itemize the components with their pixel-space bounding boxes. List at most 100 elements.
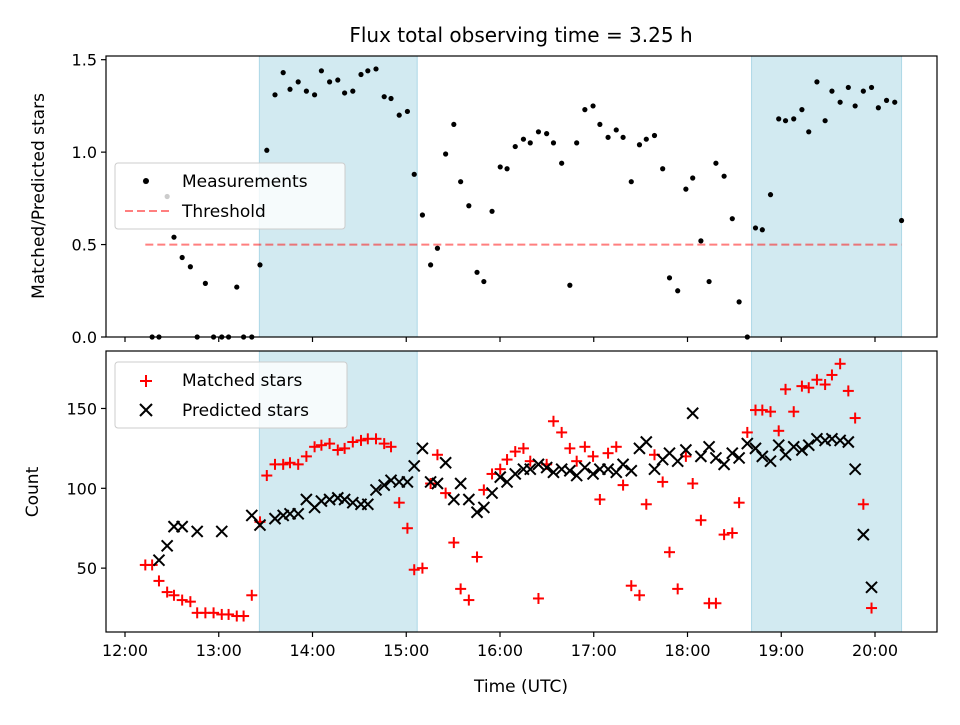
measurement-point (234, 284, 240, 290)
measurement-point (698, 238, 704, 244)
matched-star-point (184, 596, 196, 608)
predicted-star-point (470, 506, 484, 519)
measurement-point (898, 217, 905, 224)
legend-matched-label: Matched stars (182, 371, 302, 391)
measurement-point (520, 136, 527, 142)
matched-star-point (161, 586, 173, 598)
matched-star-point (517, 442, 529, 454)
measurement-point (419, 212, 426, 218)
predicted-star-point (726, 446, 739, 460)
x-tick-label: 20:00 (852, 641, 898, 660)
predicted-star-point (547, 466, 560, 479)
predicted-star-point (756, 450, 769, 463)
measurement-point (837, 99, 843, 105)
matched-star-point (640, 498, 652, 510)
matched-star-point (315, 439, 327, 451)
predicted-star-point (741, 437, 754, 450)
matched-star-point (339, 442, 351, 454)
measurement-point (814, 79, 820, 85)
measurement-point (474, 269, 480, 275)
predicted-star-point (361, 498, 375, 511)
matched-star-point (146, 559, 158, 571)
measurement-point (574, 140, 580, 146)
measurement-point (335, 77, 341, 83)
predicted-star-point (532, 458, 545, 471)
x-tick-label: 13:00 (196, 641, 242, 660)
predicted-star-point (842, 435, 855, 449)
measurement-point (799, 107, 805, 113)
matched-star-point (857, 498, 869, 510)
matched-star-point (826, 369, 838, 381)
matched-star-point (811, 374, 823, 386)
matched-star-point (332, 444, 344, 456)
bottom-axes-frame (105, 350, 938, 633)
y-tick-label: 50 (77, 559, 97, 578)
measurement-point (892, 99, 898, 105)
matched-star-point (780, 383, 792, 395)
legend-measurements-label: Measurements (182, 172, 308, 192)
matched-star-point (176, 594, 188, 606)
matched-star-point (153, 575, 165, 587)
predicted-star-point (601, 462, 615, 476)
measurement-point (582, 107, 588, 113)
matched-star-point (431, 449, 443, 461)
matched-star-point (223, 608, 235, 620)
predicted-star-point (509, 467, 522, 481)
predicted-star-point (454, 477, 467, 490)
predicted-star-point (175, 520, 189, 533)
measurement-point (303, 88, 309, 94)
predicted-star-point (377, 478, 391, 492)
matched-star-point (849, 412, 861, 424)
measurement-point (535, 129, 542, 135)
measurement-point (202, 280, 208, 286)
measurement-point (458, 179, 464, 185)
matched-star-point (208, 607, 220, 619)
matched-star-point (385, 441, 397, 453)
measurement-point (489, 208, 495, 214)
predicted-star-point (865, 581, 878, 594)
measurement-point (713, 160, 719, 166)
measurement-point (590, 103, 596, 109)
x-tick-label: 12:00 (102, 641, 148, 660)
matched-star-point (571, 455, 583, 467)
measurement-point (660, 166, 666, 172)
top-y-ticks: 0.0 0.5 1.0 1.5 (72, 51, 106, 347)
top-y-axis-label: Matched/Predicted stars (29, 93, 49, 299)
matched-star-point (842, 385, 854, 397)
predicted-star-point (291, 507, 305, 521)
matched-star-point (463, 594, 475, 606)
measurement-point (651, 132, 658, 139)
matched-star-point (695, 514, 707, 526)
measurement-point (358, 71, 364, 78)
matched-star-point (633, 589, 645, 601)
predicted-star-point (709, 451, 723, 465)
matched-star-point (741, 426, 753, 438)
y-tick-label: 0.0 (72, 328, 97, 347)
chart-title: Flux total observing time = 3.25 h (349, 23, 692, 47)
predicted-star-point (586, 467, 600, 481)
matched-star-point (773, 425, 785, 437)
legend-predicted-label: Predicted stars (182, 401, 309, 421)
measurement-point (729, 216, 735, 222)
x-tick-label: 15:00 (383, 641, 429, 660)
measurement-point (597, 121, 603, 128)
y-tick-label: 1.5 (72, 51, 97, 70)
measurement-point (404, 108, 411, 115)
matched-star-point (564, 442, 576, 454)
measurement-point (683, 186, 689, 192)
matched-star-point (834, 358, 846, 370)
measurement-point (613, 127, 619, 133)
matched-star-point (309, 441, 321, 453)
matched-star-point (556, 426, 568, 438)
measurement-point (628, 179, 634, 185)
bottom-y-ticks: 50 100 150 (66, 399, 106, 578)
measurement-point (272, 92, 278, 98)
measurement-point (550, 140, 557, 146)
predicted-star-point (369, 483, 383, 497)
legend-threshold-label: Threshold (181, 202, 266, 222)
predicted-star-point (447, 493, 461, 506)
matched-star-point (501, 454, 513, 466)
y-tick-label: 100 (66, 479, 97, 498)
measurement-point (875, 105, 881, 111)
measurement-point (411, 171, 417, 177)
